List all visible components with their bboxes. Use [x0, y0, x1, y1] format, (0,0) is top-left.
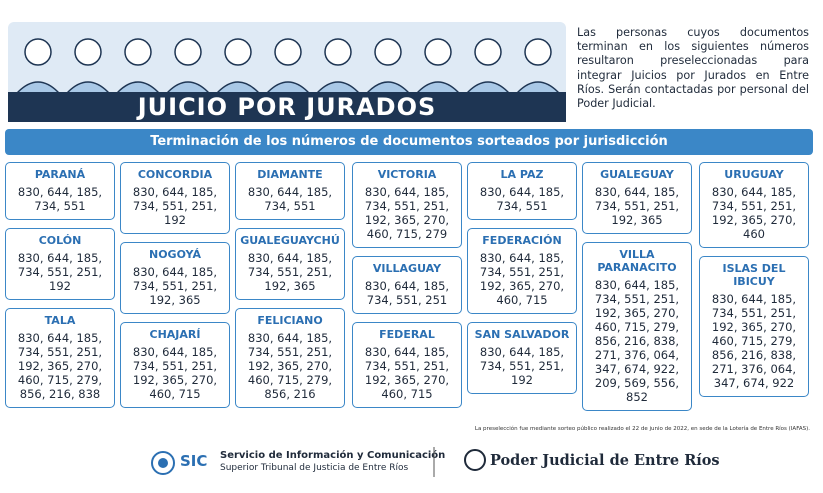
footer-suborg: Superior Tribunal de Justicia de Entre R…	[220, 463, 409, 473]
document-endings: 830, 644, 185, 734, 551, 251, 192, 365, …	[594, 278, 680, 404]
jurisdiction-box: VILLA PARANACITO 830, 644, 185, 734, 551,…	[582, 242, 692, 411]
jurisdiction-name: GUALEGUAYCHÚ	[240, 234, 340, 247]
jurisdiction-box: NOGOYÁ 830, 644, 185, 734, 551, 251, 192,…	[120, 242, 230, 314]
jurisdiction-column: DIAMANTE 830, 644, 185, 734, 551 GUALEGUAY…	[235, 162, 345, 408]
document-endings: 830, 644, 185, 734, 551, 251, 192, 365, …	[479, 251, 565, 307]
jurisdiction-name: PARANÁ	[34, 168, 86, 181]
jurisdiction-column: GUALEGUAY 830, 644, 185, 734, 551, 251, 1…	[582, 162, 692, 411]
header-illustration	[8, 22, 566, 122]
jurisdiction-box: COLÓN 830, 644, 185, 734, 551, 251, 192	[5, 228, 115, 300]
jurisdiction-box: FEDERACIÓN 830, 644, 185, 734, 551, 251, …	[467, 228, 577, 314]
jurisdiction-name: FEDERAL	[379, 328, 435, 341]
jurisdiction-column: CONCORDIA 830, 644, 185, 734, 551, 251, 1…	[120, 162, 230, 408]
jurisdiction-box: ISLAS DEL IBICUY 830, 644, 185, 734, 551,…	[699, 256, 809, 397]
document-endings: 830, 644, 185, 734, 551, 251, 192	[17, 251, 103, 293]
document-endings: 830, 644, 185, 734, 551	[247, 185, 333, 213]
jurisdiction-box: GUALEGUAYCHÚ 830, 644, 185, 734, 551, 251…	[235, 228, 345, 300]
document-endings: 830, 644, 185, 734, 551, 251, 192, 365, …	[364, 345, 450, 401]
jurisdiction-name: LA PAZ	[500, 168, 544, 181]
title: JUICIO POR JURADOS	[137, 93, 437, 121]
jurisdiction-box: PARANÁ 830, 644, 185, 734, 551	[5, 162, 115, 220]
jurisdiction-name: COLÓN	[38, 234, 82, 247]
jurisdiction-name: URUGUAY	[724, 168, 784, 181]
jurisdiction-box: VILLAGUAY 830, 644, 185, 734, 551, 251	[352, 256, 462, 314]
sic-logo	[151, 451, 175, 475]
document-endings: 830, 644, 185, 734, 551, 251, 192	[479, 345, 565, 387]
document-endings: 830, 644, 185, 734, 551, 251, 192, 365, …	[711, 292, 797, 390]
jurisdiction-box: FEDERAL 830, 644, 185, 734, 551, 251, 192…	[352, 322, 462, 408]
jurisdiction-box: GUALEGUAY 830, 644, 185, 734, 551, 251, 1…	[582, 162, 692, 234]
jurisdiction-name: VILLAGUAY	[372, 262, 442, 275]
subtitle-bar: Terminación de los números de documentos…	[5, 129, 813, 155]
document-endings: 830, 644, 185, 734, 551, 251, 192, 365, …	[132, 345, 218, 401]
jurisdiction-column: LA PAZ 830, 644, 185, 734, 551 FEDERACIÓN 8…	[467, 162, 577, 394]
sic-label: SIC	[180, 452, 208, 470]
jurisdiction-box: TALA 830, 644, 185, 734, 551, 251, 192, 3…	[5, 308, 115, 408]
document-endings: 830, 644, 185, 734, 551, 251, 192, 365	[132, 265, 218, 307]
document-endings: 830, 644, 185, 734, 551	[17, 185, 103, 213]
jurisdiction-name: GUALEGUAY	[600, 168, 674, 181]
document-endings: 830, 644, 185, 734, 551	[479, 185, 565, 213]
jurisdiction-box: DIAMANTE 830, 644, 185, 734, 551	[235, 162, 345, 220]
jurisdiction-column: VICTORIA 830, 644, 185, 734, 551, 251, 19…	[352, 162, 462, 408]
jurisdiction-name: DIAMANTE	[257, 168, 323, 181]
jurisdiction-box: LA PAZ 830, 644, 185, 734, 551	[467, 162, 577, 220]
footnote: La preselección fue mediante sorteo públ…	[474, 426, 810, 432]
jurisdiction-column: URUGUAY 830, 644, 185, 734, 551, 251, 192…	[699, 162, 809, 397]
footer-org: Servicio de Información y Comunicación	[220, 450, 446, 461]
jurisdiction-name: CHAJARÍ	[149, 328, 201, 341]
jurisdiction-name: FEDERACIÓN	[482, 234, 562, 247]
jurisdiction-box: CHAJARÍ 830, 644, 185, 734, 551, 251, 192…	[120, 322, 230, 408]
jurisdiction-name: VILLA PARANACITO	[597, 248, 677, 274]
document-endings: 830, 644, 185, 734, 551, 251, 192, 365	[594, 185, 680, 227]
jurisdiction-name: TALA	[44, 314, 76, 327]
jurisdiction-box: CONCORDIA 830, 644, 185, 734, 551, 251, 1…	[120, 162, 230, 234]
document-endings: 830, 644, 185, 734, 551, 251, 192, 365, …	[17, 331, 103, 401]
jurisdiction-box: FELICIANO 830, 644, 185, 734, 551, 251, 1…	[235, 308, 345, 408]
jurisdiction-name: ISLAS DEL IBICUY	[722, 262, 786, 288]
document-endings: 830, 644, 185, 734, 551, 251	[364, 279, 450, 307]
jurisdiction-box: URUGUAY 830, 644, 185, 734, 551, 251, 192…	[699, 162, 809, 248]
jurisdiction-box: VICTORIA 830, 644, 185, 734, 551, 251, 19…	[352, 162, 462, 248]
jurisdiction-name: NOGOYÁ	[149, 248, 201, 261]
jurisdiction-name: CONCORDIA	[137, 168, 213, 181]
document-endings: 830, 644, 185, 734, 551, 251, 192, 365	[247, 251, 333, 293]
jurisdiction-name: FELICIANO	[257, 314, 323, 327]
document-endings: 830, 644, 185, 734, 551, 251, 192, 365, …	[364, 185, 450, 241]
document-endings: 830, 644, 185, 734, 551, 251, 192, 365, …	[711, 185, 797, 241]
document-endings: 830, 644, 185, 734, 551, 251, 192	[132, 185, 218, 227]
footer-divider	[433, 447, 486, 477]
footer-judiciary: Poder Judicial de Entre Ríos	[490, 452, 720, 469]
document-endings: 830, 644, 185, 734, 551, 251, 192, 365, …	[247, 331, 333, 401]
jurisdiction-column: PARANÁ 830, 644, 185, 734, 551 COLÓN 830, 6…	[5, 162, 115, 408]
jurisdiction-box: SAN SALVADOR 830, 644, 185, 734, 551, 251…	[467, 322, 577, 394]
intro-text: Las personas cuyos documentos terminan e…	[577, 26, 809, 111]
jurisdiction-name: SAN SALVADOR	[474, 328, 570, 341]
jurisdiction-name: VICTORIA	[377, 168, 437, 181]
